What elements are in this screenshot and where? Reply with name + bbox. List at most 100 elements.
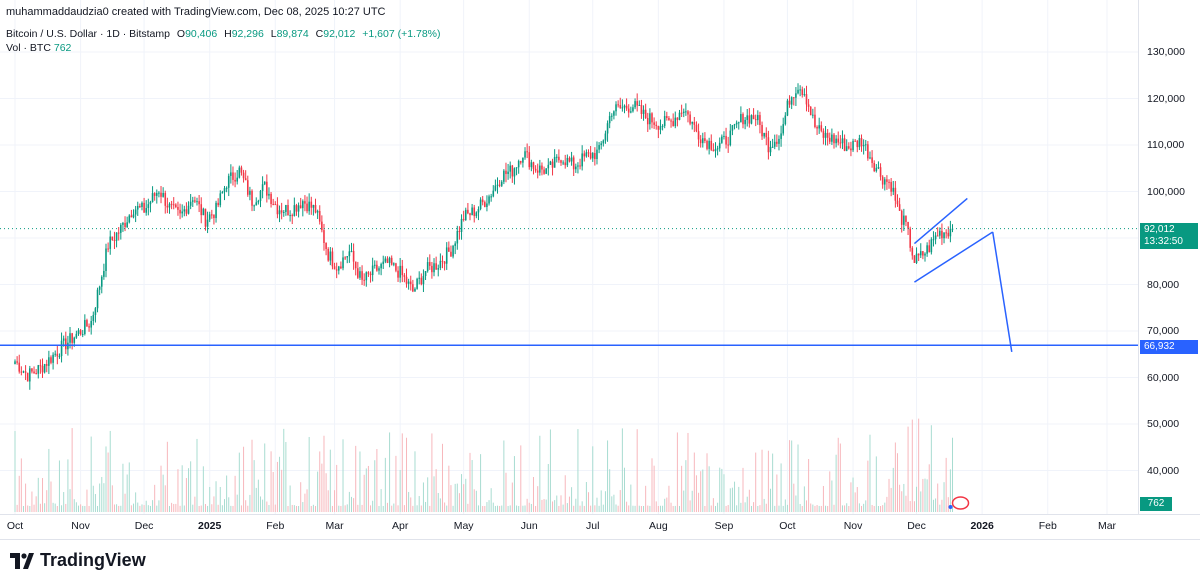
volume-bar: [486, 502, 488, 512]
volume-bar: [552, 501, 554, 512]
symbol-legend[interactable]: Bitcoin / U.S. Dollar · 1D · Bitstamp O9…: [6, 28, 441, 40]
candle-body: [591, 153, 594, 159]
volume-bar: [158, 500, 160, 512]
candle-body: [84, 320, 86, 335]
candle-body: [435, 263, 437, 270]
candle-body: [740, 114, 742, 123]
candle-body: [268, 193, 270, 196]
candle-body: [814, 114, 816, 127]
volume-bar: [524, 505, 526, 512]
volume-bar: [825, 505, 827, 512]
candle-body: [147, 204, 150, 209]
volume-bar: [820, 505, 822, 512]
candle-body: [333, 266, 336, 270]
volume-bar: [48, 448, 50, 512]
candle-body: [181, 211, 183, 214]
candle-body: [373, 264, 376, 266]
volume-legend[interactable]: Vol · BTC 762: [6, 42, 71, 54]
volume-bar: [727, 504, 729, 512]
volume-bar: [947, 497, 949, 512]
volume-bar: [511, 482, 513, 512]
volume-bar: [926, 479, 928, 512]
volume-bar: [867, 460, 869, 512]
candle-body: [236, 177, 239, 182]
candle-body: [898, 204, 901, 211]
candle-body: [570, 157, 573, 162]
volume-bar: [287, 506, 289, 512]
candle-body: [807, 104, 810, 107]
volume-bar: [812, 504, 814, 512]
candle-body: [812, 114, 814, 116]
volume-bar: [655, 501, 657, 512]
candle-body: [852, 140, 854, 151]
volume-bar: [249, 494, 251, 512]
volume-bar: [672, 505, 674, 512]
volume-bar: [541, 499, 543, 512]
candle-body: [170, 203, 173, 205]
candle-body: [316, 211, 319, 213]
candle-body: [655, 124, 658, 126]
volume-bar: [848, 505, 850, 512]
candle-body: [659, 126, 662, 130]
volume-bar: [668, 485, 670, 512]
user-drawings[interactable]: [0, 197, 1138, 353]
volume-bar: [700, 471, 702, 512]
candle-body: [376, 264, 378, 271]
open-label: O: [176, 28, 186, 40]
volume-bar: [327, 490, 329, 512]
candle-body: [488, 196, 490, 204]
volume-bar: [475, 490, 477, 512]
candle-body: [433, 263, 435, 273]
volume-bar: [338, 505, 340, 512]
volume-bar: [308, 436, 310, 512]
candle-body: [530, 162, 533, 168]
candle-body: [211, 214, 213, 216]
candle-body: [399, 265, 401, 278]
volume-bar: [310, 505, 312, 512]
candle-body: [695, 124, 698, 132]
volume-bar: [530, 503, 532, 512]
candle-body: [515, 167, 518, 169]
volume-bar: [516, 505, 518, 512]
symbol-title[interactable]: Bitcoin / U.S. Dollar · 1D · Bitstamp: [6, 28, 170, 40]
volume-bar: [65, 503, 67, 512]
volume-bar: [579, 505, 581, 512]
candle-body: [610, 115, 613, 117]
volume-bar: [463, 484, 465, 512]
volume-legend-value: 762: [53, 42, 72, 54]
candle-body: [911, 247, 914, 256]
candle-body: [20, 371, 23, 373]
candle-body: [458, 231, 461, 233]
candle-body: [424, 271, 427, 276]
candle-body: [37, 365, 40, 374]
candle-body: [767, 137, 770, 153]
volume-bar: [471, 460, 473, 512]
volume-bar: [943, 482, 945, 512]
candle-body: [619, 105, 622, 108]
candle-body: [45, 364, 48, 366]
event-marker-icon[interactable]: [948, 496, 970, 510]
candle-body: [187, 205, 190, 214]
volume-bar: [143, 505, 145, 512]
volume-bar: [621, 428, 623, 512]
volume-bar: [920, 491, 922, 512]
horizontal-line-price-tag[interactable]: 66,932: [1140, 340, 1198, 354]
candle-body: [763, 132, 765, 137]
volume-bar: [488, 500, 490, 512]
candle-body: [143, 202, 145, 213]
candle-body: [676, 117, 679, 120]
volume-bar: [403, 505, 405, 512]
volume-bar: [490, 488, 492, 512]
volume-bar: [86, 489, 88, 512]
volume-bar: [793, 483, 795, 512]
candle-body: [551, 161, 554, 168]
candle-body: [854, 140, 856, 142]
candle-body: [869, 157, 871, 159]
volume-label[interactable]: Vol · BTC: [6, 42, 51, 54]
volume-bar: [342, 439, 344, 512]
volume-bar: [827, 505, 829, 512]
candle-body: [206, 219, 209, 227]
candle-body: [227, 175, 230, 188]
candle-body: [22, 371, 25, 373]
